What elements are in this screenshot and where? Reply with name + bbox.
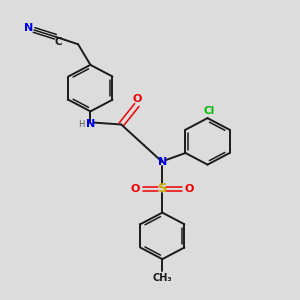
Text: N: N [86, 119, 95, 130]
Text: Cl: Cl [204, 106, 215, 116]
Text: S: S [158, 182, 167, 196]
Text: N: N [24, 23, 33, 33]
Text: O: O [184, 184, 194, 194]
Text: CH₃: CH₃ [152, 273, 172, 283]
Text: O: O [133, 94, 142, 104]
Text: H: H [78, 120, 85, 129]
Text: C: C [55, 37, 63, 47]
Text: O: O [131, 184, 140, 194]
Text: N: N [158, 157, 167, 167]
